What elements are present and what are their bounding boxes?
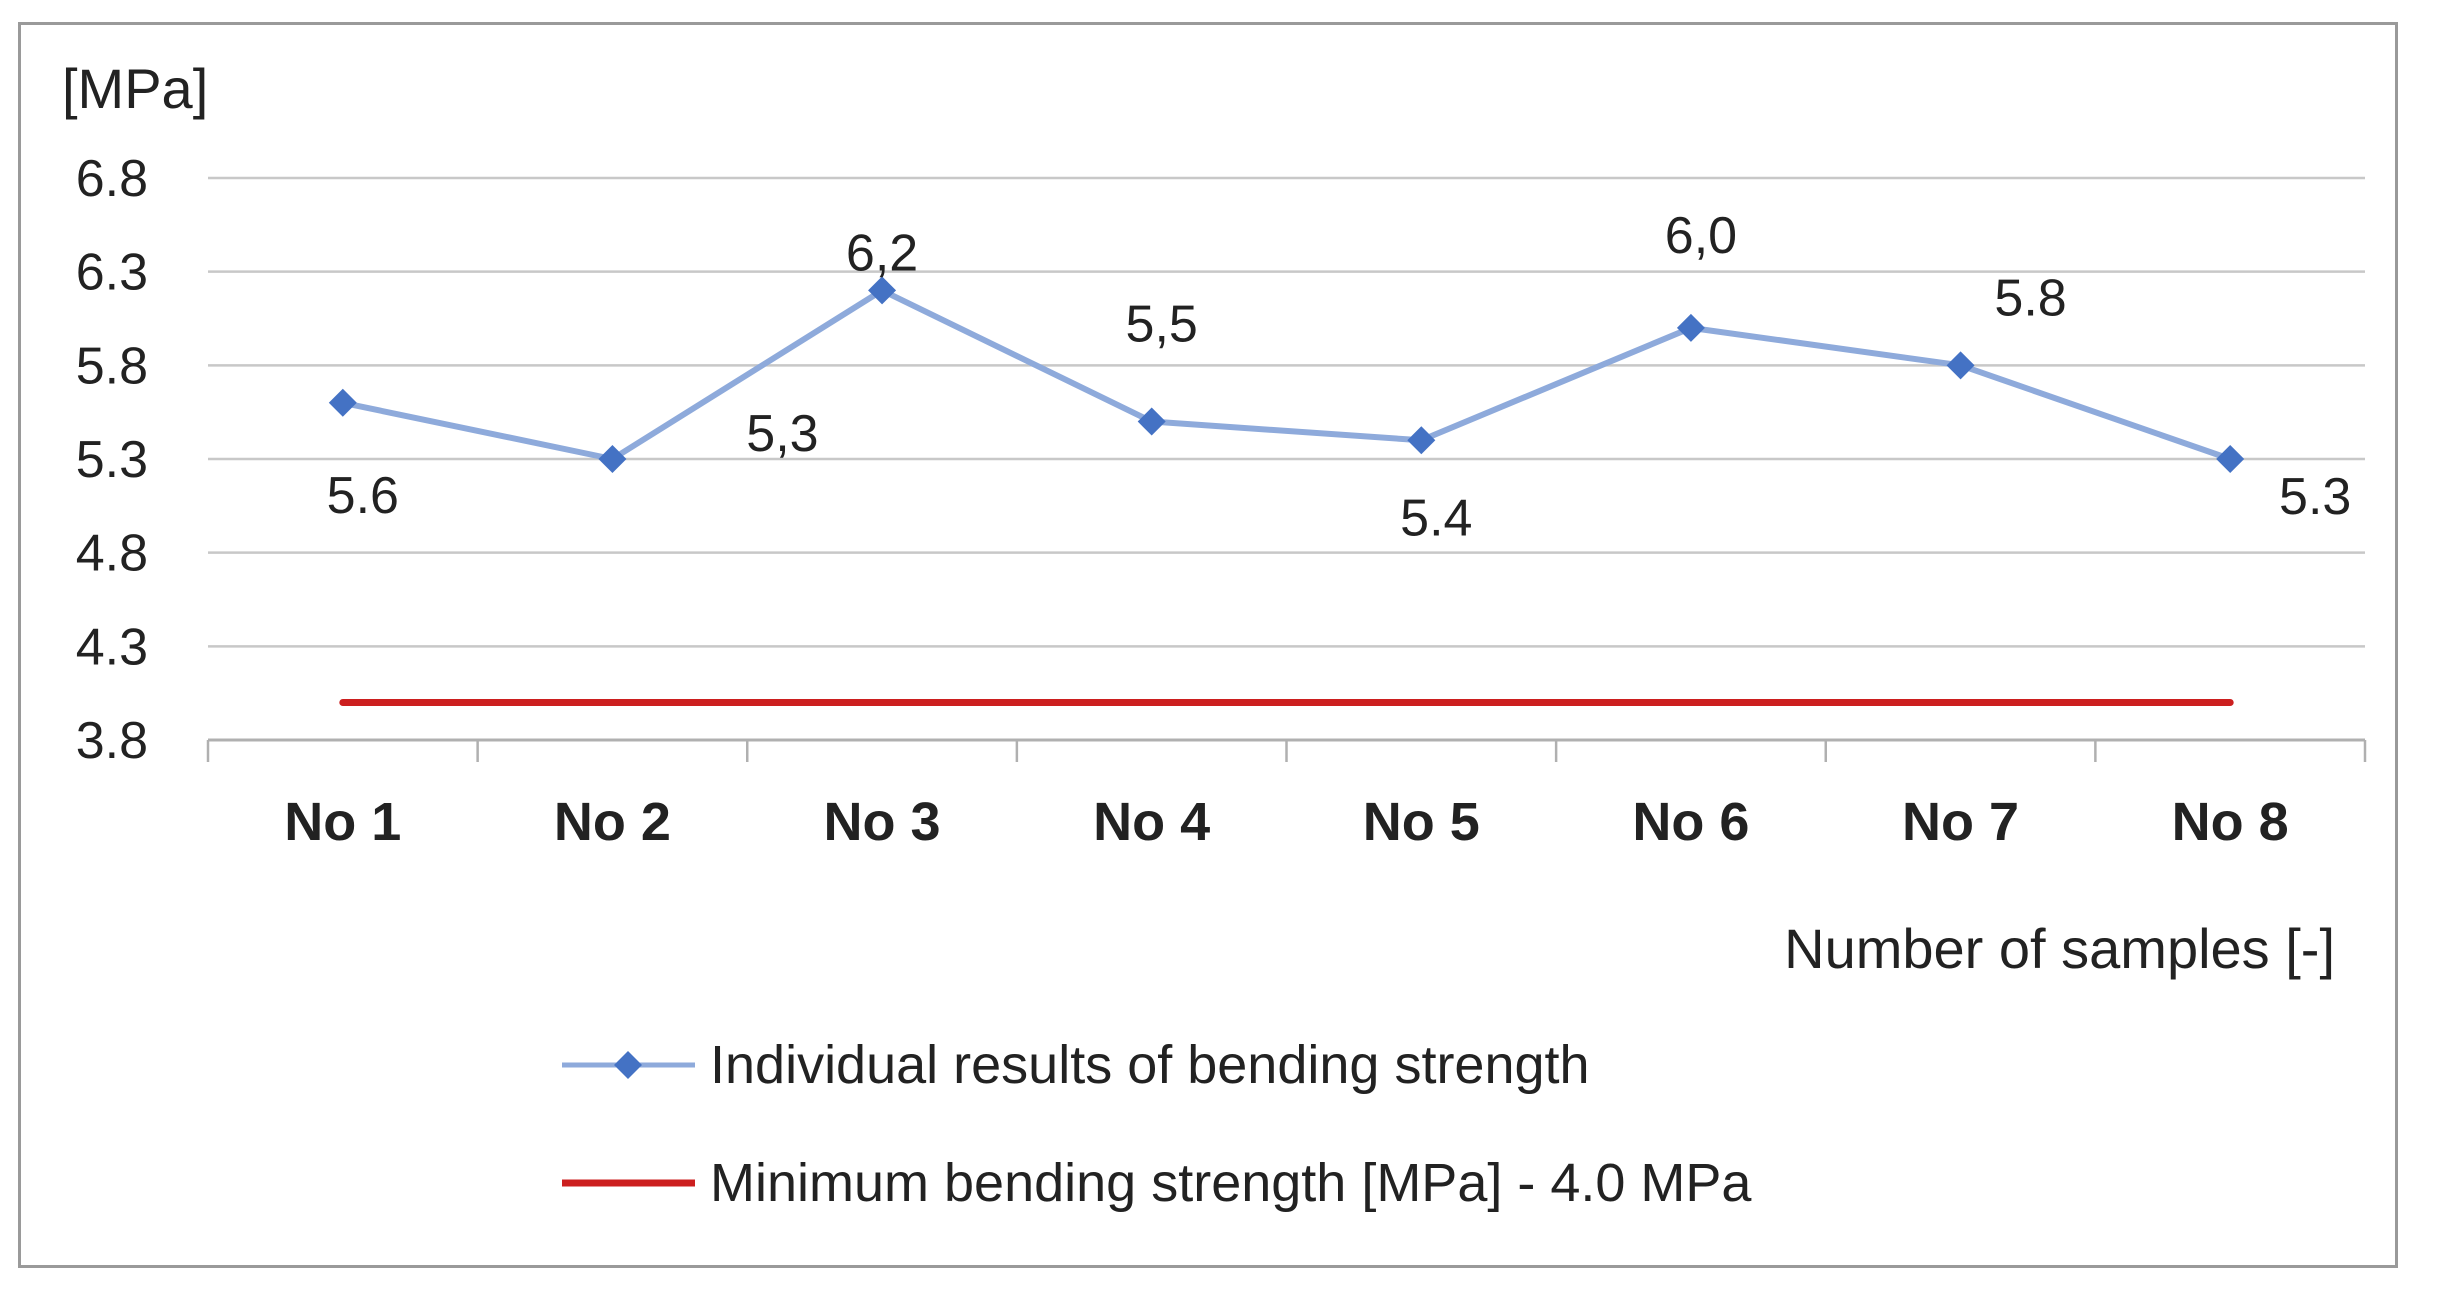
x-tick-label: No 8 bbox=[2172, 792, 2289, 852]
data-label: 5,5 bbox=[1126, 296, 1198, 354]
x-tick-label: No 7 bbox=[1902, 792, 2019, 852]
axis-layer: 6.8 6.3 5.8 5.3 4.8 4.3 3.8 No 1 No 2 No 3 No 4 No … bbox=[76, 150, 2367, 852]
x-tick-label: No 2 bbox=[554, 792, 671, 852]
y-tick-label: 5.8 bbox=[76, 337, 148, 395]
y-tick-label: 6.3 bbox=[76, 244, 148, 302]
y-axis-title: [MPa] bbox=[62, 57, 208, 120]
data-point-marker bbox=[328, 388, 357, 417]
legend-marker-diamond-icon bbox=[614, 1051, 642, 1079]
data-point-marker bbox=[868, 276, 897, 305]
data-label: 5.6 bbox=[327, 467, 399, 525]
y-tick-label: 3.8 bbox=[76, 712, 148, 770]
data-point-marker bbox=[1676, 313, 1705, 342]
data-label: 6,0 bbox=[1665, 207, 1737, 265]
y-tick-label: 6.8 bbox=[76, 150, 148, 208]
chart-frame bbox=[18, 22, 2398, 1268]
y-tick-label: 4.3 bbox=[76, 618, 148, 676]
data-point-marker bbox=[598, 445, 627, 473]
data-label: 5,3 bbox=[746, 405, 818, 463]
label-layer: 5.6 5,3 6,2 5,5 5.4 6,0 5.8 5.3 bbox=[327, 207, 2352, 547]
x-axis-title: Number of samples [-] bbox=[1784, 917, 2335, 980]
data-point-marker bbox=[1407, 426, 1436, 455]
x-tick-label: No 5 bbox=[1363, 792, 1480, 852]
data-point-marker bbox=[1946, 351, 1975, 380]
data-label: 5.8 bbox=[1994, 269, 2066, 327]
data-label: 5.3 bbox=[2279, 468, 2351, 526]
x-tick-label: No 1 bbox=[284, 792, 401, 852]
legend: Individual results of bending strength M… bbox=[562, 1035, 1752, 1213]
legend-label-individual-results: Individual results of bending strength bbox=[710, 1035, 1590, 1095]
x-tick-label: No 4 bbox=[1093, 792, 1210, 852]
data-point-marker bbox=[1137, 407, 1166, 436]
legend-label-minimum-strength: Minimum bending strength [MPa] - 4.0 MPa bbox=[710, 1153, 1752, 1213]
data-label: 6,2 bbox=[846, 224, 918, 282]
y-tick-label: 4.8 bbox=[76, 525, 148, 583]
x-tick-label: No 6 bbox=[1632, 792, 1749, 852]
data-label: 5.4 bbox=[1400, 489, 1472, 547]
y-tick-label: 5.3 bbox=[76, 431, 148, 489]
x-tick-label: No 3 bbox=[824, 792, 941, 852]
grid-layer bbox=[208, 176, 2365, 648]
series-layer bbox=[328, 276, 2245, 707]
data-point-marker bbox=[2216, 445, 2245, 473]
results-line bbox=[342, 287, 2232, 462]
